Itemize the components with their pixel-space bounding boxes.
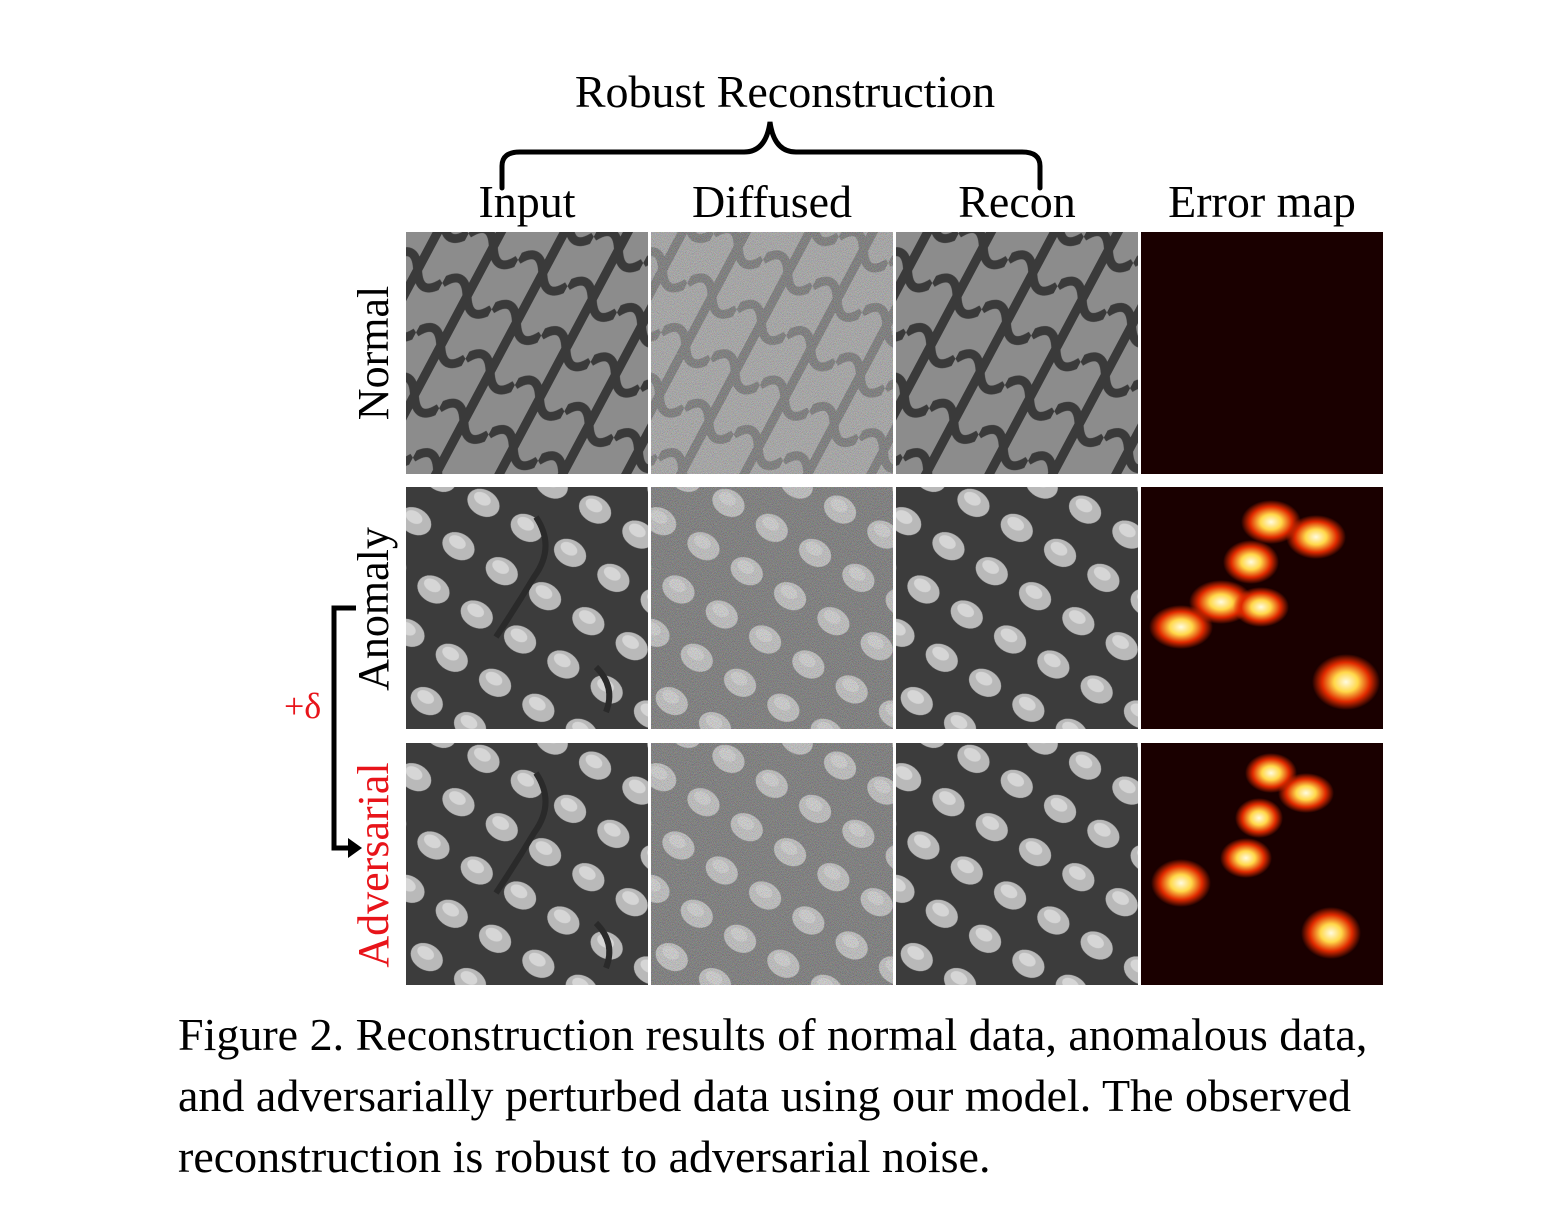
tile-normal-diffused <box>651 232 893 474</box>
tile-normal-input <box>406 232 648 474</box>
tile-anomaly-diffused <box>651 487 893 729</box>
column-label-recon: Recon <box>958 176 1076 227</box>
robust-reconstruction-header: Robust Reconstruction <box>574 66 996 117</box>
tile-anomaly-recon <box>896 487 1138 729</box>
brace-icon <box>499 121 1043 191</box>
tile-normal-error-map <box>1141 232 1383 474</box>
tile-anomaly-error-map <box>1141 487 1383 729</box>
caption-line-2: and adversarially perturbed data using o… <box>178 1070 1352 1121</box>
figure-caption: Figure 2. Reconstruction results of norm… <box>178 1004 1518 1187</box>
caption-line-1: Figure 2. Reconstruction results of norm… <box>178 1009 1368 1060</box>
column-label-diffused: Diffused <box>691 176 853 227</box>
tile-adversarial-diffused <box>651 743 893 985</box>
column-label-input: Input <box>478 176 576 227</box>
column-label-error-map: Error map <box>1168 176 1356 227</box>
tile-adversarial-recon <box>896 743 1138 985</box>
row-label-normal: Normal <box>349 285 398 421</box>
tile-adversarial-input <box>406 743 648 985</box>
perturbation-arrow-icon <box>331 605 362 858</box>
tile-adversarial-error-map <box>1141 743 1383 985</box>
perturbation-delta-label: +δ <box>284 686 322 726</box>
tile-normal-recon <box>896 232 1138 474</box>
caption-line-3: reconstruction is robust to adversarial … <box>178 1131 991 1182</box>
tile-anomaly-input <box>406 487 648 729</box>
